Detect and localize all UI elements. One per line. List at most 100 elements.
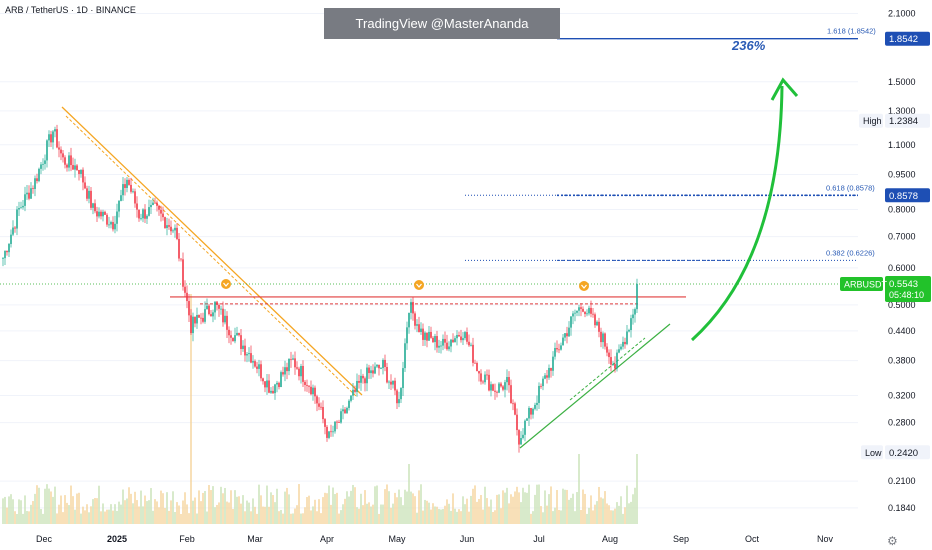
volume-bar [628, 503, 630, 524]
candle [222, 308, 224, 323]
volume-bar [408, 464, 410, 524]
volume-bar [612, 510, 614, 524]
candle [74, 165, 76, 170]
price-tick: 1.3000 [888, 106, 916, 116]
volume-bar [232, 508, 234, 524]
volume-bar [292, 513, 294, 524]
candle [452, 339, 454, 343]
volume-bar [28, 511, 30, 524]
volume-bar [130, 493, 132, 524]
volume-bar [366, 503, 368, 524]
candle [160, 209, 162, 214]
price-tick: 0.2100 [888, 476, 916, 486]
volume-bar [334, 494, 336, 524]
candle [46, 140, 48, 161]
gear-icon[interactable]: ⚙ [887, 534, 898, 548]
volume-bar [62, 512, 64, 524]
candle [450, 339, 452, 347]
volume-bar [14, 511, 16, 524]
volume-bar [52, 496, 54, 524]
candle [118, 200, 120, 212]
candle [104, 211, 106, 215]
volume-bar [548, 494, 550, 524]
price-tick: 0.5000 [888, 300, 916, 310]
candle [404, 343, 406, 369]
candle [636, 283, 638, 310]
candle [584, 311, 586, 315]
volume-bar [492, 512, 494, 524]
volume-bar [592, 510, 594, 524]
candle [596, 321, 598, 326]
candle [246, 354, 248, 356]
volume-bar [96, 498, 98, 524]
candle [136, 203, 138, 210]
candle [608, 352, 610, 358]
candle [364, 378, 366, 384]
volume-bar [108, 509, 110, 524]
fib-label: 1.618 (1.8542) [827, 27, 876, 36]
candle [112, 222, 114, 230]
candle [158, 205, 160, 210]
volume-bar [216, 504, 218, 524]
volume-bar [482, 509, 484, 524]
candle [194, 316, 196, 324]
candle [538, 385, 540, 403]
volume-bar [536, 484, 538, 524]
volume-bar [198, 490, 200, 524]
volume-bar [80, 513, 82, 524]
candle [330, 431, 332, 433]
candle [520, 438, 522, 445]
candle [232, 337, 234, 342]
candle [510, 385, 512, 404]
candle [586, 313, 588, 315]
time-axis[interactable]: Dec 2025 Feb Mar Apr May Jun Jul Aug Sep Oct Nov [36, 534, 834, 544]
volume-bar [448, 503, 450, 524]
candle [414, 313, 416, 326]
candle [440, 345, 442, 347]
volume-bar [158, 507, 160, 524]
volume-bar [330, 504, 332, 524]
volume-bar [74, 509, 76, 524]
volume-bar [336, 492, 338, 524]
candle [468, 341, 470, 346]
volume-bar [138, 506, 140, 524]
volume-bar [192, 500, 194, 524]
candle [10, 234, 12, 244]
volume-bar [110, 504, 112, 524]
volume-bar [382, 504, 384, 524]
volume-bar [136, 500, 138, 524]
volume-bar [282, 513, 284, 524]
candle [60, 149, 62, 154]
volume-bar [306, 497, 308, 524]
candle [70, 155, 72, 166]
candle [148, 207, 150, 216]
candle [348, 400, 350, 408]
price-tick: 0.9500 [888, 170, 916, 180]
candle [152, 202, 154, 205]
volume-bar [370, 506, 372, 524]
volume-bar [8, 496, 10, 524]
candle [358, 380, 360, 383]
low-tag-text: 0.2420 [889, 448, 918, 459]
high-tag-text: 1.2384 [889, 116, 918, 127]
candle [318, 403, 320, 407]
volume-bar [332, 487, 334, 524]
price-axis[interactable]: 2.1000 1.5000 1.3000 1.1000 0.9500 0.8000 0.70… [840, 8, 931, 513]
volume-bar [294, 508, 296, 524]
candle [308, 385, 310, 387]
volume-bar [214, 507, 216, 524]
candle [522, 434, 524, 439]
symbol-title[interactable]: ARB / TetherUS · 1D · BINANCE [5, 5, 136, 15]
candle [590, 307, 592, 314]
candle [446, 342, 448, 350]
volume-bar [90, 506, 92, 524]
volume-bar [588, 507, 590, 524]
time-tick: Sep [673, 534, 689, 544]
volume-bar [134, 491, 136, 524]
candle [634, 309, 636, 315]
price-tick: 0.6000 [888, 263, 916, 273]
volume-bar [64, 495, 66, 524]
candle [340, 411, 342, 423]
candle [170, 226, 172, 232]
